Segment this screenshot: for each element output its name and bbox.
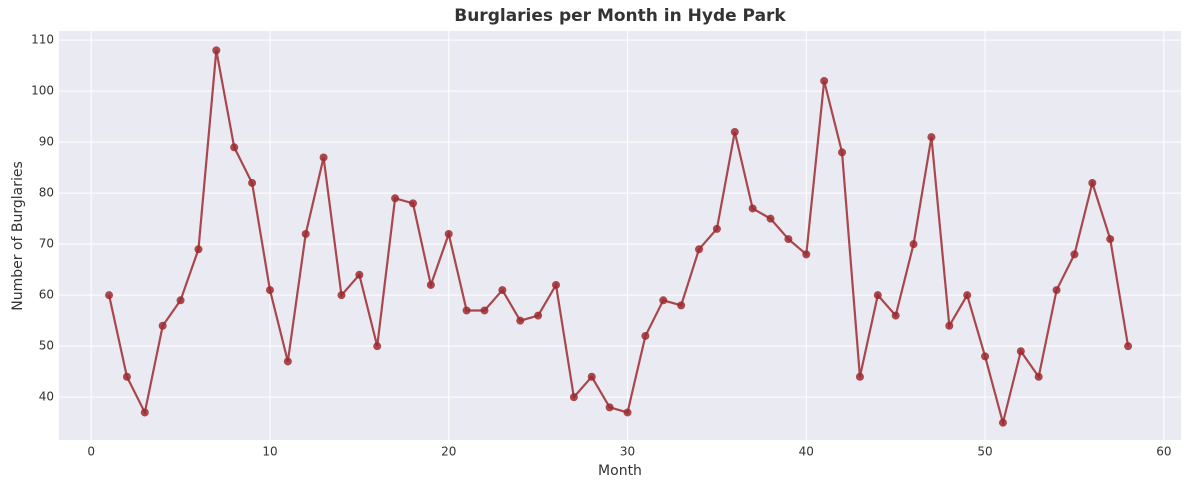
- x-tick-label: 60: [1156, 445, 1171, 459]
- data-point: [963, 291, 972, 300]
- data-point: [605, 403, 614, 412]
- data-point: [1124, 342, 1133, 351]
- data-point: [784, 235, 793, 244]
- data-point: [927, 133, 936, 142]
- data-point: [516, 316, 525, 325]
- y-tick-label: 50: [39, 339, 54, 353]
- data-point: [1088, 178, 1097, 187]
- data-point: [337, 291, 346, 300]
- grid: [59, 31, 1181, 440]
- data-point: [462, 306, 471, 315]
- x-tick-label: 0: [87, 445, 95, 459]
- x-tick-label: 30: [620, 445, 635, 459]
- data-point: [355, 270, 364, 279]
- data-point: [176, 296, 185, 305]
- data-point: [855, 372, 864, 381]
- data-point: [212, 46, 221, 55]
- data-point: [641, 331, 650, 340]
- data-point: [695, 245, 704, 254]
- data-point: [909, 240, 918, 249]
- data-point: [569, 393, 578, 402]
- data-point: [838, 148, 847, 157]
- data-line: [107, 50, 1130, 428]
- x-tick-label: 50: [977, 445, 992, 459]
- data-point: [426, 280, 435, 289]
- data-point: [319, 153, 328, 162]
- data-point: [659, 296, 668, 305]
- data-point: [748, 204, 757, 213]
- data-point: [301, 229, 310, 238]
- x-tick-label: 40: [799, 445, 814, 459]
- y-axis-label: Number of Burglaries: [10, 161, 26, 311]
- data-point: [712, 224, 721, 233]
- y-tick-label: 40: [39, 390, 54, 404]
- data-point: [140, 408, 149, 417]
- y-tick-label: 90: [39, 135, 54, 149]
- y-tick-label: 70: [39, 237, 54, 251]
- data-point: [391, 194, 400, 203]
- data-point: [873, 291, 882, 300]
- data-point: [820, 76, 829, 85]
- data-point: [105, 291, 114, 300]
- data-point: [480, 306, 489, 315]
- data-point: [444, 229, 453, 238]
- data-point: [230, 143, 239, 152]
- data-point: [534, 311, 543, 320]
- plot-area: [59, 31, 1181, 440]
- y-tick-label: 100: [31, 84, 54, 98]
- data-point: [1034, 372, 1043, 381]
- x-tick-label: 10: [262, 445, 277, 459]
- data-point: [248, 178, 257, 187]
- x-axis-label: Month: [598, 463, 642, 479]
- data-point: [1052, 286, 1061, 295]
- data-point: [1106, 235, 1115, 244]
- y-tick-label: 60: [39, 288, 54, 302]
- marks: [105, 46, 1133, 428]
- data-point: [677, 301, 686, 310]
- data-point: [945, 321, 954, 330]
- data-point: [265, 286, 274, 295]
- data-point: [998, 418, 1007, 427]
- data-point: [766, 214, 775, 223]
- data-point: [122, 372, 131, 381]
- data-point: [891, 311, 900, 320]
- data-point: [802, 250, 811, 259]
- data-point: [283, 357, 292, 366]
- data-point: [1070, 250, 1079, 259]
- data-point: [1016, 347, 1025, 356]
- y-tick-label: 80: [39, 186, 54, 200]
- data-point: [194, 245, 203, 254]
- data-point: [498, 286, 507, 295]
- data-point: [158, 321, 167, 330]
- data-point: [730, 127, 739, 136]
- data-point: [408, 199, 417, 208]
- data-point: [981, 352, 990, 361]
- y-tick-label: 110: [31, 33, 54, 47]
- data-point: [373, 342, 382, 351]
- chart-title: Burglaries per Month in Hyde Park: [454, 6, 786, 26]
- x-tick-label: 20: [441, 445, 456, 459]
- data-point: [551, 280, 560, 289]
- data-point: [587, 372, 596, 381]
- data-point: [623, 408, 632, 417]
